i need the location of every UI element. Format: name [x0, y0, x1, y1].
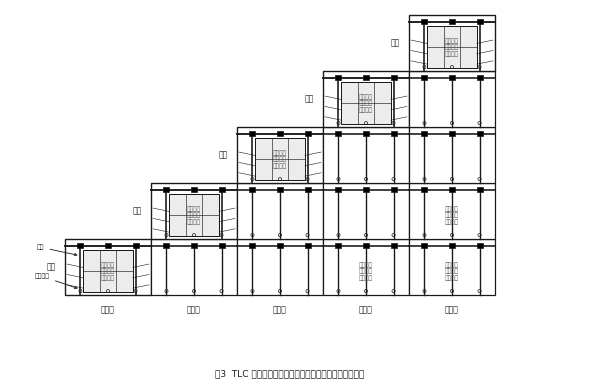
Bar — [105, 243, 111, 248]
Bar — [363, 243, 369, 248]
Bar — [163, 243, 169, 248]
Text: 拆模施工
满支一层
拆留二层: 拆模施工 满支一层 拆留二层 — [359, 262, 373, 281]
Bar — [191, 243, 197, 248]
Bar — [422, 75, 428, 80]
Bar — [449, 187, 455, 192]
Bar — [151, 183, 237, 239]
Bar — [323, 183, 409, 239]
Bar — [477, 75, 483, 80]
Bar — [255, 138, 305, 179]
Bar — [249, 187, 255, 192]
Bar — [249, 131, 255, 136]
Bar — [409, 183, 495, 239]
Bar — [277, 131, 283, 136]
Bar — [323, 71, 409, 127]
Text: 早拆柱头: 早拆柱头 — [35, 274, 77, 289]
Text: 支三号: 支三号 — [273, 305, 287, 314]
Bar — [335, 131, 341, 136]
Bar — [363, 187, 369, 192]
Bar — [335, 75, 341, 80]
Bar — [409, 127, 495, 183]
Bar — [477, 187, 483, 192]
Text: 支模施工
满支一层
拆留二层: 支模施工 满支一层 拆留二层 — [187, 206, 201, 225]
Bar — [237, 239, 323, 295]
Bar — [422, 19, 428, 24]
Text: 支二号: 支二号 — [187, 305, 201, 314]
Bar — [304, 187, 310, 192]
Bar — [427, 26, 477, 68]
Bar — [218, 187, 224, 192]
Bar — [237, 127, 323, 183]
Bar — [83, 250, 133, 292]
Bar — [237, 183, 323, 239]
Bar — [77, 243, 83, 248]
Bar — [169, 194, 219, 235]
Bar — [132, 243, 139, 248]
Bar — [323, 239, 409, 295]
Bar — [65, 239, 151, 295]
Text: 支模施工
满支一层
拆留二层: 支模施工 满支一层 拆留二层 — [445, 38, 459, 57]
Bar — [363, 75, 369, 80]
Bar — [477, 243, 483, 248]
Bar — [335, 187, 341, 192]
Bar — [363, 131, 369, 136]
Text: 支模施工
满支一层
拆留二层: 支模施工 满支一层 拆留二层 — [359, 94, 373, 113]
Bar — [477, 19, 483, 24]
Bar — [304, 131, 310, 136]
Bar — [477, 131, 483, 136]
Text: 拆模施工
满支一层
拆留二层: 拆模施工 满支一层 拆留二层 — [445, 262, 459, 281]
Bar — [277, 243, 283, 248]
Bar — [409, 239, 495, 295]
Text: 模板: 模板 — [37, 244, 77, 256]
Bar — [409, 15, 495, 71]
Bar — [191, 187, 197, 192]
Bar — [409, 71, 495, 127]
Bar — [449, 131, 455, 136]
Text: 二层: 二层 — [132, 207, 142, 215]
Bar — [249, 243, 255, 248]
Bar — [390, 243, 396, 248]
Bar — [449, 243, 455, 248]
Bar — [390, 187, 396, 192]
Bar — [335, 243, 341, 248]
Text: 支四号: 支四号 — [359, 305, 373, 314]
Text: 支模施工
满支一层
拆留二层: 支模施工 满支一层 拆留二层 — [101, 262, 115, 281]
Bar — [449, 19, 455, 24]
Text: 一层: 一层 — [47, 262, 56, 271]
Text: 图3  TLC 插卡型模板早拆体系规范化施工盘克剖面示意图: 图3 TLC 插卡型模板早拆体系规范化施工盘克剖面示意图 — [215, 369, 365, 379]
Text: 支模施工
满支一层
拆留二层: 支模施工 满支一层 拆留二层 — [273, 150, 287, 169]
Text: 四层: 四层 — [304, 95, 313, 103]
Bar — [390, 131, 396, 136]
Bar — [163, 187, 169, 192]
Bar — [449, 75, 455, 80]
Bar — [277, 187, 283, 192]
Text: 三层: 三层 — [218, 151, 227, 159]
Text: 支一号: 支一号 — [101, 305, 115, 314]
Bar — [341, 82, 391, 124]
Bar — [151, 239, 237, 295]
Bar — [218, 243, 224, 248]
Bar — [304, 243, 310, 248]
Bar — [422, 243, 428, 248]
Bar — [390, 75, 396, 80]
Text: 拆模施工
满支一层
拆留二层: 拆模施工 满支一层 拆留二层 — [445, 206, 459, 225]
Bar — [323, 127, 409, 183]
Bar — [422, 187, 428, 192]
Text: 支五号: 支五号 — [445, 305, 459, 314]
Text: 五层: 五层 — [390, 39, 400, 47]
Bar — [422, 131, 428, 136]
